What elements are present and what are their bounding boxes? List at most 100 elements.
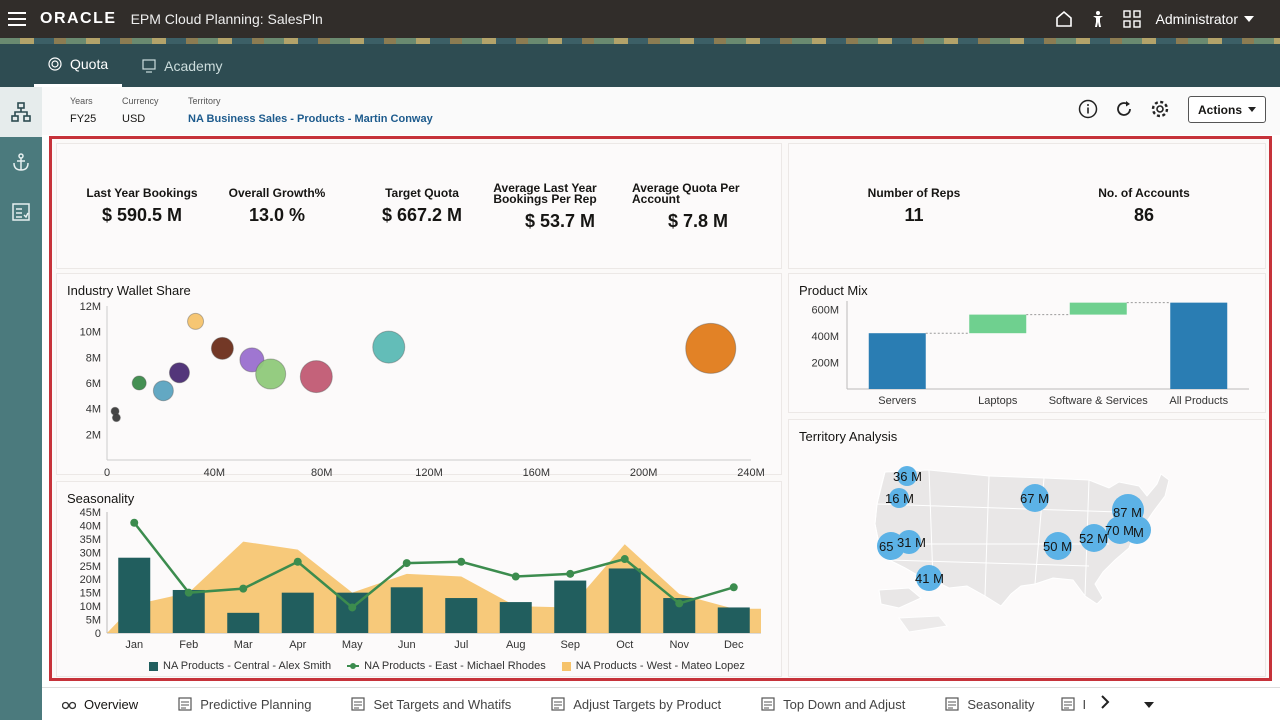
tab-quota[interactable]: Quota xyxy=(34,44,123,87)
bubble-label: 52 M xyxy=(1079,531,1108,546)
dashboard-frame: Last Year Bookings $ 590.5 M Overall Gro… xyxy=(49,136,1272,681)
kpi-label: No. of Accounts xyxy=(1098,186,1190,200)
line-series xyxy=(133,521,735,610)
panel-title: Seasonality xyxy=(67,491,135,506)
scatter-point xyxy=(111,413,121,423)
tab-academy[interactable]: Academy xyxy=(128,44,236,87)
y-tick-label: 40M xyxy=(80,520,101,532)
apps-grid-icon[interactable] xyxy=(1122,9,1142,29)
map-bubble-labels: 36 M 16 M 67 M 87 M 70 M M 52 M 50 M 65 … xyxy=(879,469,1144,586)
bubble-label: 65 xyxy=(879,539,893,554)
waterfall-bar xyxy=(969,314,1027,334)
y-tick-label: 5M xyxy=(86,615,101,627)
pov-currency-value: USD xyxy=(122,113,146,125)
scatter-point xyxy=(187,312,205,330)
refresh-icon[interactable] xyxy=(1114,99,1134,119)
kpi-last-year-bookings: Last Year Bookings $ 590.5 M xyxy=(82,186,202,226)
x-tick-label: Aug xyxy=(506,639,526,651)
banner-strip xyxy=(0,38,1280,44)
legend-swatch xyxy=(149,661,158,671)
y-tick-label: 45M xyxy=(80,507,101,519)
x-tick-label: Oct xyxy=(616,639,633,651)
pov-currency[interactable]: Currency USD xyxy=(122,96,159,125)
user-menu[interactable]: Administrator xyxy=(1156,11,1254,27)
seasonality-legend: NA Products - Central - Alex Smith NA Pr… xyxy=(149,660,745,672)
scatter-point xyxy=(168,362,190,384)
kpi-number-of-reps: Number of Reps 11 xyxy=(849,187,979,226)
user-name: Administrator xyxy=(1155,11,1238,27)
wallet-share-panel: Industry Wallet Share 2M 4M 6M 8M 10M 12M 0 40M… xyxy=(56,273,782,476)
legend-item[interactable]: NA Products - East - Michael Rhodes xyxy=(347,660,546,672)
form-icon xyxy=(945,697,959,711)
pov-years[interactable]: Years FY25 xyxy=(70,96,96,125)
rail-report[interactable] xyxy=(0,187,42,237)
y-tick-label: 10M xyxy=(80,601,101,613)
legend-label: NA Products - East - Michael Rhodes xyxy=(364,660,546,672)
y-tick-label: 600M xyxy=(811,304,839,316)
legend-item[interactable]: NA Products - West - Mateo Lopez xyxy=(561,660,745,672)
info-icon[interactable] xyxy=(1078,99,1098,119)
tab-overview[interactable]: Overview xyxy=(42,688,158,721)
tab-set-targets[interactable]: Set Targets and Whatifs xyxy=(331,688,531,721)
x-tick-label: 80M xyxy=(311,467,332,476)
tab-truncated[interactable]: I xyxy=(1055,688,1093,721)
legend-item[interactable]: NA Products - Central - Alex Smith xyxy=(149,660,331,672)
kpi-value: 13.0 % xyxy=(248,205,306,225)
bubble-label: 16 M xyxy=(885,491,914,506)
x-tick-label: All Products xyxy=(1169,395,1228,407)
pov-years-value: FY25 xyxy=(70,113,97,125)
bar xyxy=(118,557,151,633)
y-tick-label: 400M xyxy=(811,331,839,343)
wallet-share-chart: 2M 4M 6M 8M 10M 12M 0 40M 80M 120M 160M 200M 240M xyxy=(80,301,765,476)
pov-territory-value[interactable]: NA Business Sales - Products - Martin Co… xyxy=(188,113,433,125)
bar xyxy=(608,568,641,633)
gear-icon[interactable] xyxy=(1150,99,1170,119)
map-bubbles xyxy=(877,466,1151,591)
y-tick-label: 15M xyxy=(80,588,101,600)
kpi-label: Overall Growth% xyxy=(228,186,326,200)
bubble-label: 36 M xyxy=(893,469,922,484)
y-tick-label: 20M xyxy=(80,574,101,586)
tab-label: Predictive Planning xyxy=(200,696,312,712)
legend-label: NA Products - Central - Alex Smith xyxy=(163,660,332,672)
left-rail xyxy=(0,87,42,720)
pov-territory[interactable]: Territory NA Business Sales - Products -… xyxy=(188,96,433,125)
accessibility-icon[interactable] xyxy=(1088,9,1108,29)
rail-anchor[interactable] xyxy=(0,137,42,187)
binoculars-icon xyxy=(62,701,76,710)
hamburger-menu-icon[interactable] xyxy=(8,12,26,26)
scatter-point xyxy=(372,330,406,364)
panel-title: Industry Wallet Share xyxy=(67,283,191,298)
scatter-point xyxy=(299,360,333,394)
nav-bar: Quota Academy xyxy=(0,44,1280,87)
tab-adjust-targets-by-product[interactable]: Adjust Targets by Product xyxy=(531,688,741,721)
actions-button[interactable]: Actions xyxy=(1188,96,1266,123)
home-icon[interactable] xyxy=(1054,9,1074,29)
x-tick-label: Software & Services xyxy=(1049,395,1149,407)
scatter-point xyxy=(239,347,265,373)
x-tick-label: Jul xyxy=(454,639,468,651)
rail-hierarchy[interactable] xyxy=(0,87,42,137)
chevron-down-icon xyxy=(1248,107,1256,112)
counts-panel: Number of Reps 11 No. of Accounts 86 xyxy=(788,143,1266,269)
product-mix-panel: Product Mix 200M 400M 600M Servers Laptops So… xyxy=(788,273,1266,413)
kpi-target-quota: Target Quota $ 667.2 M xyxy=(367,187,477,226)
form-icon xyxy=(1060,697,1075,711)
territory-panel: Territory Analysis xyxy=(788,419,1266,677)
tab-seasonality[interactable]: Seasonality xyxy=(925,688,1054,721)
pov-years-label: Years xyxy=(70,96,93,106)
tabs-next-button[interactable] xyxy=(1100,694,1110,715)
tab-top-down-and-adjust[interactable]: Top Down and Adjust xyxy=(741,688,925,721)
kpi-value: $ 53.7 M xyxy=(524,211,596,231)
actions-label: Actions xyxy=(1197,102,1242,117)
bar xyxy=(390,587,423,633)
line-point xyxy=(729,583,738,592)
kpi-label: Last Year Bookings xyxy=(86,186,198,200)
bubble-label: 50 M xyxy=(1043,539,1072,554)
y-tick-label: 6M xyxy=(86,378,101,390)
bubble-label: 87 M xyxy=(1113,505,1142,520)
tab-predictive-planning[interactable]: Predictive Planning xyxy=(158,688,331,721)
tabs-overflow-button[interactable] xyxy=(1144,695,1155,713)
x-tick-label: Servers xyxy=(878,395,916,407)
product-mix-chart: 200M 400M 600M Servers Laptops Software & Ser… xyxy=(811,301,1249,407)
